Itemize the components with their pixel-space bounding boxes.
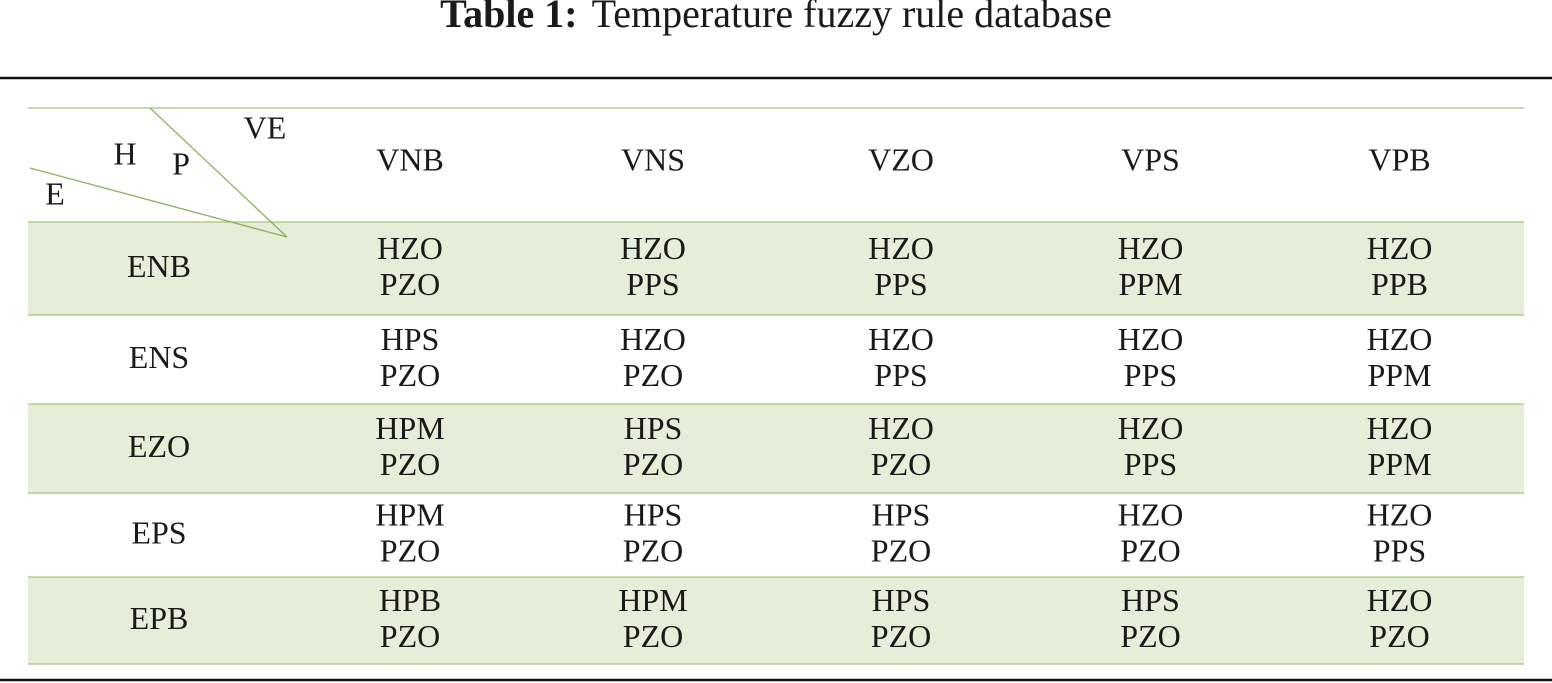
table-title: Table 1: Temperature fuzzy rule database <box>440 0 1112 36</box>
column-header: VZO <box>868 141 934 177</box>
corner-label: E <box>45 175 65 211</box>
cell-text: PZO <box>380 532 440 568</box>
row-shade <box>28 577 1524 664</box>
cell-text: HZO <box>620 230 686 266</box>
cell-text: PZO <box>871 532 931 568</box>
cell-text: PPM <box>1118 266 1182 302</box>
cell-text: PZO <box>380 446 440 482</box>
cell-text: PZO <box>1120 618 1180 654</box>
cell-text: PPS <box>626 266 679 302</box>
cell-text: HPS <box>624 496 683 532</box>
table-caption: Temperature fuzzy rule database <box>592 0 1112 36</box>
row-header: ENS <box>129 339 189 375</box>
cell-text: HZO <box>1367 582 1433 618</box>
column-header: VNB <box>376 141 444 177</box>
cell-text: HPS <box>872 582 931 618</box>
cell-text: PPS <box>1373 532 1426 568</box>
cell-text: HZO <box>1367 496 1433 532</box>
column-header: VPS <box>1121 141 1180 177</box>
cell-text: PZO <box>623 618 683 654</box>
cell-text: PZO <box>623 532 683 568</box>
cell-text: PZO <box>871 618 931 654</box>
row-header: EPB <box>130 600 189 636</box>
row-header: ENB <box>127 248 191 284</box>
row-header: EPS <box>131 514 186 550</box>
cell-text: PPM <box>1367 357 1431 393</box>
cell-text: HZO <box>1367 410 1433 446</box>
cell-text: PPS <box>874 266 927 302</box>
cell-text: HZO <box>377 230 443 266</box>
row-header: EZO <box>128 428 190 464</box>
cell-text: PZO <box>380 618 440 654</box>
cell-text: HZO <box>868 410 934 446</box>
cell-text: HZO <box>1367 230 1433 266</box>
cell-text: HZO <box>868 230 934 266</box>
column-header: VPB <box>1368 141 1430 177</box>
corner-label: P <box>172 145 190 181</box>
cell-text: HZO <box>1367 321 1433 357</box>
cell-text: HPM <box>375 410 444 446</box>
cell-text: PZO <box>380 266 440 302</box>
cell-text: HPM <box>375 496 444 532</box>
row-shade <box>28 404 1524 493</box>
cell-text: HPS <box>872 496 931 532</box>
diagonal <box>149 107 288 238</box>
cell-text: PZO <box>623 446 683 482</box>
cell-text: HPS <box>624 410 683 446</box>
corner-label: VE <box>244 109 287 145</box>
table-label: Table 1: <box>440 0 577 36</box>
cell-text: PZO <box>623 357 683 393</box>
cell-text: PPM <box>1367 446 1431 482</box>
cell-text: HZO <box>620 321 686 357</box>
cell-text: HPM <box>618 582 687 618</box>
cell-text: PZO <box>871 446 931 482</box>
cell-text: PPB <box>1371 266 1428 302</box>
cell-text: PPS <box>1124 446 1177 482</box>
cell-text: HZO <box>868 321 934 357</box>
cell-text: PZO <box>1369 618 1429 654</box>
corner-header: VE H P E <box>29 107 288 238</box>
row-shade <box>28 222 1524 315</box>
cell-text: PZO <box>1120 532 1180 568</box>
cell-text: HZO <box>1118 496 1184 532</box>
column-header: VNS <box>621 141 685 177</box>
cell-text: PPS <box>1124 357 1177 393</box>
cell-text: PZO <box>380 357 440 393</box>
corner-label: H <box>113 135 136 171</box>
cell-text: HPS <box>381 321 440 357</box>
cell-text: PPS <box>874 357 927 393</box>
cell-text: HZO <box>1118 410 1184 446</box>
cell-text: HZO <box>1118 230 1184 266</box>
cell-text: HZO <box>1118 321 1184 357</box>
diagonal <box>29 167 288 238</box>
cell-text: HPB <box>379 582 441 618</box>
cell-text: HPS <box>1121 582 1180 618</box>
